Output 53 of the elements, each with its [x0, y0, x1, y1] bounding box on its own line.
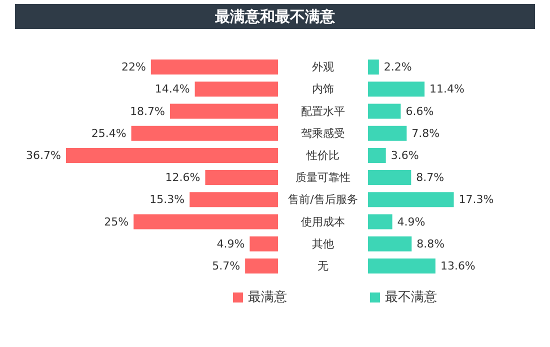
data-label: 18.7% — [130, 104, 165, 118]
bar — [368, 192, 454, 208]
data-label: 22% — [121, 60, 146, 74]
data-label: 12.6% — [165, 171, 200, 184]
data-label: 4.9% — [397, 215, 426, 228]
bar — [131, 126, 278, 141]
bar — [368, 258, 436, 274]
data-label: 8.8% — [416, 237, 445, 250]
data-label: 25% — [104, 215, 129, 228]
bar — [205, 170, 278, 186]
data-label: 8.7% — [416, 171, 444, 184]
bar — [368, 82, 425, 97]
data-label: 14.4% — [154, 82, 190, 96]
bar — [368, 170, 412, 186]
bar — [134, 214, 278, 230]
data-label: 6.6% — [406, 104, 434, 118]
data-label: 5.7% — [212, 259, 240, 272]
data-label: 7.8% — [412, 126, 440, 140]
bar — [368, 126, 407, 141]
y-tick-label: 内饰 — [312, 82, 334, 96]
data-label: 25.4% — [91, 126, 126, 140]
legend-label: 最满意 — [248, 290, 287, 305]
bar — [245, 258, 278, 274]
data-label: 15.3% — [150, 193, 185, 206]
y-tick-label: 外观 — [312, 60, 334, 74]
data-label: 4.9% — [216, 237, 245, 250]
data-label: 2.2% — [384, 60, 412, 74]
bar — [190, 192, 278, 208]
bar — [368, 236, 412, 252]
bar — [150, 60, 278, 75]
y-tick-label: 配置水平 — [301, 104, 345, 118]
y-tick-label: 无 — [318, 259, 328, 272]
bar — [368, 214, 392, 230]
y-tick-label: 使用成本 — [301, 215, 345, 228]
bar — [368, 60, 379, 75]
data-label: 11.4% — [430, 82, 464, 96]
y-tick-label: 驾乘感受 — [301, 126, 345, 140]
bar — [194, 82, 278, 97]
y-tick-label: 性价比 — [306, 148, 340, 162]
legend-label: 最不满意 — [385, 290, 437, 305]
bar — [170, 104, 278, 119]
bar — [250, 236, 278, 252]
y-tick-label: 其他 — [312, 237, 334, 250]
data-label: 36.7% — [26, 148, 61, 162]
bar — [66, 148, 278, 163]
chart-title: 最满意和最不满意 — [214, 8, 336, 26]
y-tick-label: 售前/售后服务 — [288, 193, 358, 206]
bar — [368, 148, 386, 163]
data-label: 13.6% — [440, 259, 476, 272]
bar — [368, 104, 401, 119]
y-tick-label: 质量可靠性 — [296, 171, 350, 184]
data-label: 17.3% — [458, 193, 494, 206]
data-label: 3.6% — [390, 148, 419, 162]
